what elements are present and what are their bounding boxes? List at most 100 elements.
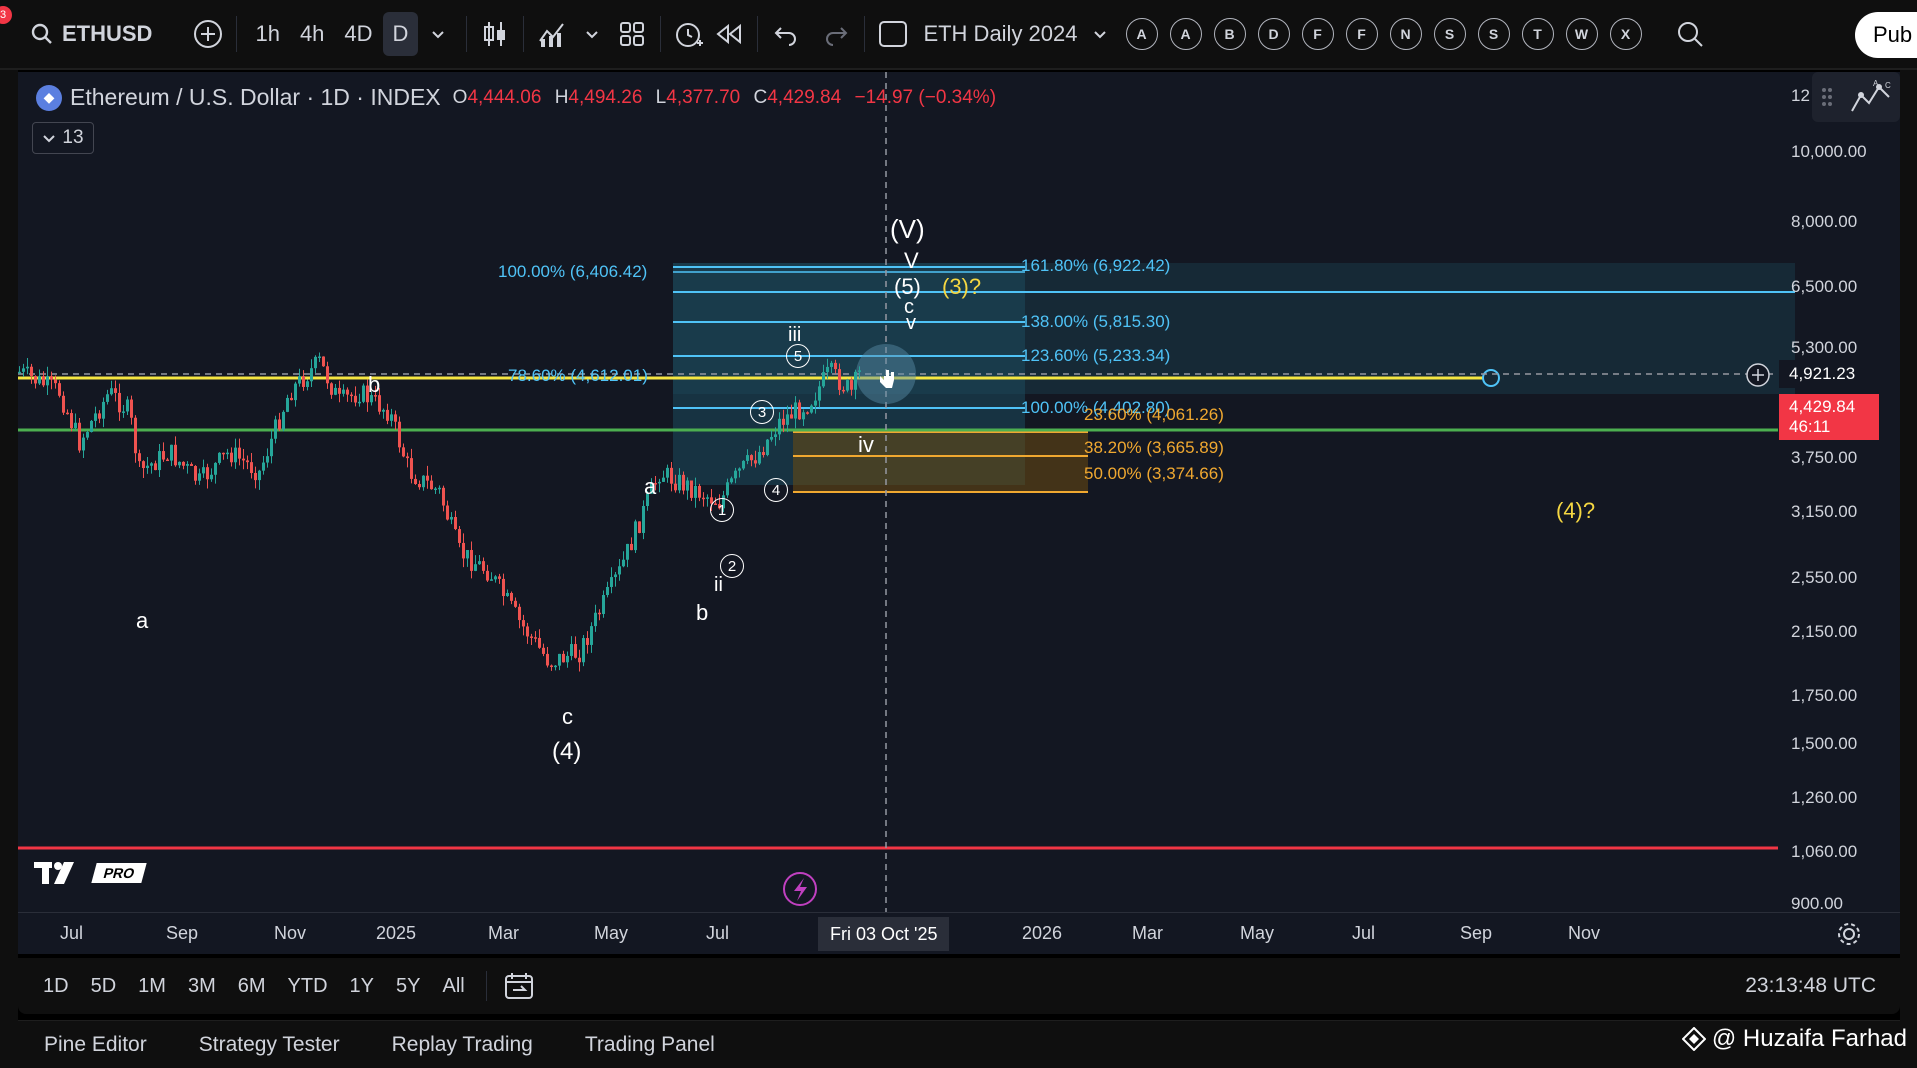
close-key: C	[753, 86, 768, 108]
crosshair-add-icon[interactable]	[1745, 362, 1771, 388]
chart-canvas[interactable]	[18, 72, 1900, 912]
interval-4h[interactable]: 4h	[299, 21, 325, 46]
layout-name[interactable]: ETH Daily 2024	[923, 21, 1078, 46]
range-1m[interactable]: 1M	[138, 974, 166, 997]
goto-date-icon[interactable]	[503, 971, 535, 1001]
shortcut-button[interactable]: N	[1389, 18, 1422, 50]
shortcut-button[interactable]: D	[1257, 18, 1290, 50]
candle-body	[402, 447, 405, 457]
indicators-dropdown[interactable]	[572, 12, 612, 56]
candle-body	[798, 402, 801, 420]
candle-body	[58, 383, 61, 396]
candle-body	[574, 644, 577, 658]
shortcut-button[interactable]: S	[1433, 18, 1466, 50]
shortcut-button[interactable]: A	[1169, 18, 1202, 50]
fib-label: 100.00% (4,402.80)	[1021, 398, 1171, 417]
undo-button[interactable]	[766, 12, 806, 56]
layout-toggle[interactable]	[873, 12, 913, 56]
shortcut-button[interactable]: W	[1565, 18, 1598, 50]
event-marker[interactable]	[783, 872, 817, 906]
candle-body	[142, 461, 145, 469]
range-6m[interactable]: 6M	[237, 974, 266, 997]
candle-body	[50, 376, 53, 380]
indicators-icon	[539, 23, 565, 47]
templates-button[interactable]	[612, 12, 652, 56]
range-5d[interactable]: 5D	[90, 974, 117, 997]
wave-label-b-mid: b	[696, 600, 709, 625]
notification-badge[interactable]: 3	[0, 6, 12, 24]
fib-retracement-zone[interactable]	[793, 432, 1088, 492]
candle-body	[786, 414, 789, 425]
candle-body	[46, 376, 49, 386]
candle-body	[154, 463, 157, 471]
shortcut-button[interactable]: F	[1345, 18, 1378, 50]
symbol-legend[interactable]: ◆ Ethereum / U.S. Dollar · 1D · INDEX O4…	[36, 84, 996, 111]
alert-button[interactable]	[669, 12, 709, 56]
candle-body	[214, 462, 217, 475]
interval-dropdown[interactable]	[418, 12, 458, 56]
layout-dropdown[interactable]	[1088, 12, 1112, 56]
range-all[interactable]: All	[442, 974, 465, 997]
symbol-search[interactable]: ETHUSD	[0, 12, 162, 56]
price-axis[interactable]: 12 10,000.00 8,000.00 6,500.00 5,300.00 …	[1746, 72, 1900, 910]
candle-body	[642, 505, 645, 533]
chart-pane[interactable]: ◆ Ethereum / U.S. Dollar · 1D · INDEX O4…	[18, 72, 1900, 952]
candle-body	[338, 387, 341, 394]
shortcut-button[interactable]: A	[1125, 18, 1158, 50]
price-label: 3,150.00	[1791, 502, 1858, 521]
tab-strategy-tester[interactable]: Strategy Tester	[198, 1032, 340, 1056]
divider	[660, 16, 662, 52]
candle-body	[498, 576, 501, 579]
candle-body	[618, 566, 621, 575]
utc-clock[interactable]: 23:13:48 UTC	[1745, 974, 1876, 997]
range-ytd[interactable]: YTD	[287, 974, 328, 997]
shortcut-button[interactable]: X	[1609, 18, 1642, 50]
creator-watermark: @ Huzaifa Farhad	[1681, 1025, 1907, 1053]
quick-search-button[interactable]	[1670, 12, 1710, 56]
wave-label-circle-3: 3	[750, 400, 774, 424]
interval-4d[interactable]: 4D	[344, 21, 373, 46]
compare-symbol-button[interactable]	[188, 12, 228, 56]
candle-body	[454, 517, 457, 530]
publish-button[interactable]: Pub	[1855, 12, 1917, 58]
indicators-button[interactable]	[532, 12, 572, 56]
candle-body	[446, 505, 449, 520]
event-circle[interactable]	[783, 872, 817, 906]
interval-d[interactable]: D	[382, 12, 419, 56]
candle-body	[762, 452, 765, 456]
candles-style-button[interactable]	[475, 12, 515, 56]
range-5y[interactable]: 5Y	[396, 974, 421, 997]
candle-body	[598, 612, 601, 615]
range-3m[interactable]: 3M	[187, 974, 216, 997]
redo-button[interactable]	[816, 12, 856, 56]
right-sidebar-strip	[1900, 70, 1917, 1068]
tab-pine-editor[interactable]: Pine Editor	[44, 1032, 147, 1056]
wave-label-V-minor: V	[904, 248, 919, 273]
shortcut-button[interactable]: S	[1477, 18, 1510, 50]
candle-body	[794, 402, 797, 419]
candle-body	[398, 421, 401, 448]
open-value: 4,444.06	[467, 86, 542, 108]
redo-icon	[826, 27, 848, 46]
candle-body	[322, 356, 325, 367]
shortcut-button[interactable]: F	[1301, 18, 1334, 50]
tab-replay-trading[interactable]: Replay Trading	[391, 1032, 533, 1056]
shortcut-button[interactable]: B	[1213, 18, 1246, 50]
indicators-collapse-toggle[interactable]: 13	[32, 122, 94, 154]
shortcut-button[interactable]: T	[1521, 18, 1554, 50]
candle-body	[510, 592, 513, 601]
chart-settings-icon[interactable]	[1836, 921, 1862, 947]
interval-1h[interactable]: 1h	[255, 21, 280, 46]
line-anchor-handle[interactable]	[1482, 369, 1500, 387]
range-1d[interactable]: 1D	[43, 974, 69, 997]
close-value: 4,429.84	[767, 86, 842, 108]
time-axis[interactable]: Jul Sep Nov 2025 Mar May Jul Fri 03 Oct …	[18, 912, 1900, 954]
drag-handle-icon[interactable]	[1820, 86, 1834, 108]
candle-body	[678, 474, 681, 491]
replay-button[interactable]	[709, 12, 749, 56]
candle-body	[254, 472, 257, 481]
tab-trading-panel[interactable]: Trading Panel	[584, 1032, 715, 1056]
range-1y[interactable]: 1Y	[349, 974, 375, 997]
